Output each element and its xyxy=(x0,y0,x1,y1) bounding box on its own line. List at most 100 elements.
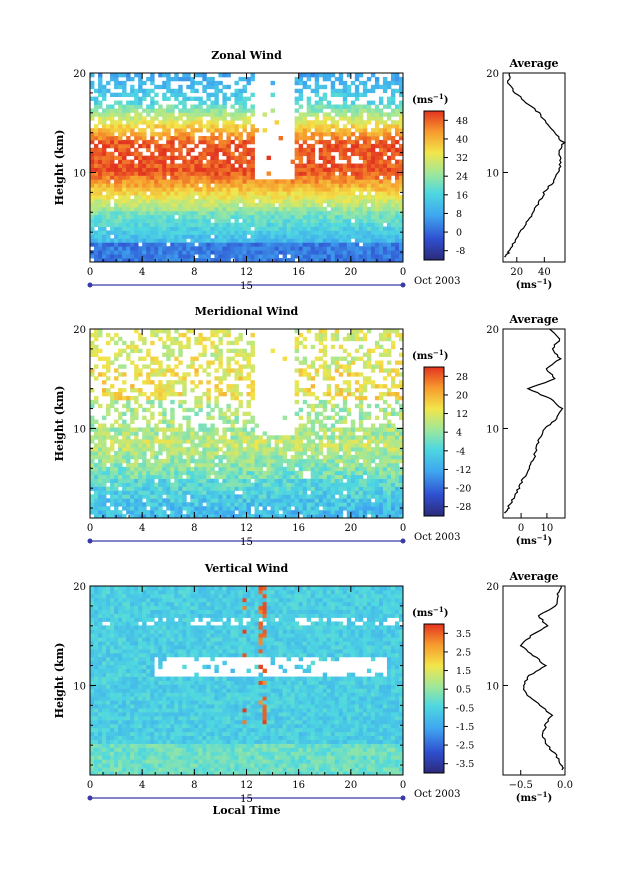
heatmap-cell xyxy=(362,458,368,464)
heatmap-cell xyxy=(150,230,155,235)
heatmap-cell xyxy=(210,159,215,164)
heatmap-cell xyxy=(318,199,324,204)
heatmap-cell xyxy=(378,447,384,452)
heatmap-cell xyxy=(202,88,207,94)
heatmap-cell xyxy=(366,234,372,239)
heatmap-cell xyxy=(206,151,211,157)
heatmap-cell xyxy=(278,187,284,192)
heatmap-cell xyxy=(354,447,360,452)
heatmap-cell xyxy=(166,466,171,472)
heatmap-cell xyxy=(242,183,247,188)
heatmap-cell xyxy=(306,478,312,483)
heatmap-cell xyxy=(214,242,219,247)
heatmap-cell xyxy=(130,246,135,251)
heatmap-cell xyxy=(138,455,143,460)
heatmap-cell xyxy=(102,478,107,483)
heatmap-cell xyxy=(230,210,235,216)
heatmap-cell xyxy=(314,120,320,125)
heatmap-cell xyxy=(250,427,255,432)
heatmap-cell xyxy=(246,498,251,503)
heatmap-cell xyxy=(334,218,340,224)
heatmap-cell xyxy=(146,254,151,259)
heatmap-cell xyxy=(334,447,340,452)
heatmap-cell xyxy=(182,494,187,499)
heatmap-cell xyxy=(178,502,183,507)
heatmap-cell xyxy=(398,498,404,503)
heatmap-cell xyxy=(202,431,207,436)
heatmap-cell xyxy=(282,246,288,251)
heatmap-cell xyxy=(274,486,279,491)
heatmap-cell xyxy=(198,443,203,448)
heatmap-cell xyxy=(322,218,328,224)
heatmap-cell xyxy=(166,199,171,204)
heatmap-cell xyxy=(98,462,103,468)
heatmap-cell xyxy=(130,462,135,468)
heatmap-cell xyxy=(322,462,328,468)
heatmap-cell xyxy=(134,206,139,212)
heatmap-cell xyxy=(334,120,340,125)
heatmap-cell xyxy=(282,451,288,456)
heatmap-cell xyxy=(382,124,388,129)
heatmap-cell xyxy=(222,478,227,483)
heatmap-cell xyxy=(150,486,155,491)
heatmap-cell xyxy=(230,128,235,133)
heatmap-cell xyxy=(266,179,271,184)
heatmap-cell xyxy=(230,482,235,487)
heatmap-cell xyxy=(150,250,155,255)
heatmap-cell xyxy=(270,455,275,460)
heatmap-cell xyxy=(142,254,147,259)
heatmap-cell xyxy=(174,128,179,133)
heatmap-cell xyxy=(294,439,300,444)
heatmap-cell xyxy=(166,132,171,137)
heatmap-cell xyxy=(214,171,219,176)
heatmap-cell xyxy=(130,482,135,487)
heatmap-cell xyxy=(102,171,107,176)
heatmap-cell xyxy=(162,230,167,235)
heatmap-cell xyxy=(206,443,211,448)
heatmap-cell xyxy=(98,470,103,476)
heatmap-cell xyxy=(390,147,396,153)
heatmap-cell xyxy=(262,254,267,259)
heatmap-cell xyxy=(270,218,275,224)
heatmap-cell xyxy=(246,514,251,519)
heatmap-cell xyxy=(242,455,247,460)
heatmap-cell xyxy=(378,238,384,243)
heatmap-cell xyxy=(94,419,99,424)
heatmap-cell xyxy=(302,116,308,121)
heatmap-cell xyxy=(358,258,364,263)
heatmap-cell xyxy=(378,395,384,401)
heatmap-cell xyxy=(230,423,235,428)
heatmap-cell xyxy=(282,486,288,491)
heatmap-cell xyxy=(326,443,332,448)
heatmap-cell xyxy=(242,466,247,472)
heatmap-cell xyxy=(190,478,195,483)
heatmap-cell xyxy=(310,238,316,243)
heatmap-cell xyxy=(386,167,392,172)
heatmap-cell xyxy=(286,234,292,239)
heatmap-cell xyxy=(374,191,380,196)
heatmap-cell xyxy=(218,199,223,204)
heatmap-cell xyxy=(182,159,187,164)
heatmap-cell xyxy=(210,199,215,204)
heatmap-cell xyxy=(262,226,267,231)
heatmap-cell xyxy=(310,510,316,515)
heatmap-cell xyxy=(122,447,127,452)
heatmap-cell xyxy=(170,431,175,436)
heatmap-cell xyxy=(110,187,115,192)
heatmap-cell xyxy=(90,167,95,172)
heatmap-cell xyxy=(126,139,131,145)
heatmap-cell xyxy=(390,155,396,161)
heatmap-cell xyxy=(298,254,304,259)
heatmap-cell xyxy=(106,392,111,397)
heatmap-cell xyxy=(178,88,183,94)
heatmap-cell xyxy=(238,427,243,432)
heatmap-cell xyxy=(106,510,111,515)
heatmap-cell xyxy=(230,139,235,145)
heatmap-cell xyxy=(194,226,199,231)
x-tick-label: 8 xyxy=(191,267,197,278)
heatmap-cell xyxy=(302,427,308,432)
heatmap-cell xyxy=(334,92,340,98)
heatmap-cell xyxy=(302,120,308,125)
heatmap-cell xyxy=(242,167,247,172)
heatmap-cell xyxy=(186,246,191,251)
